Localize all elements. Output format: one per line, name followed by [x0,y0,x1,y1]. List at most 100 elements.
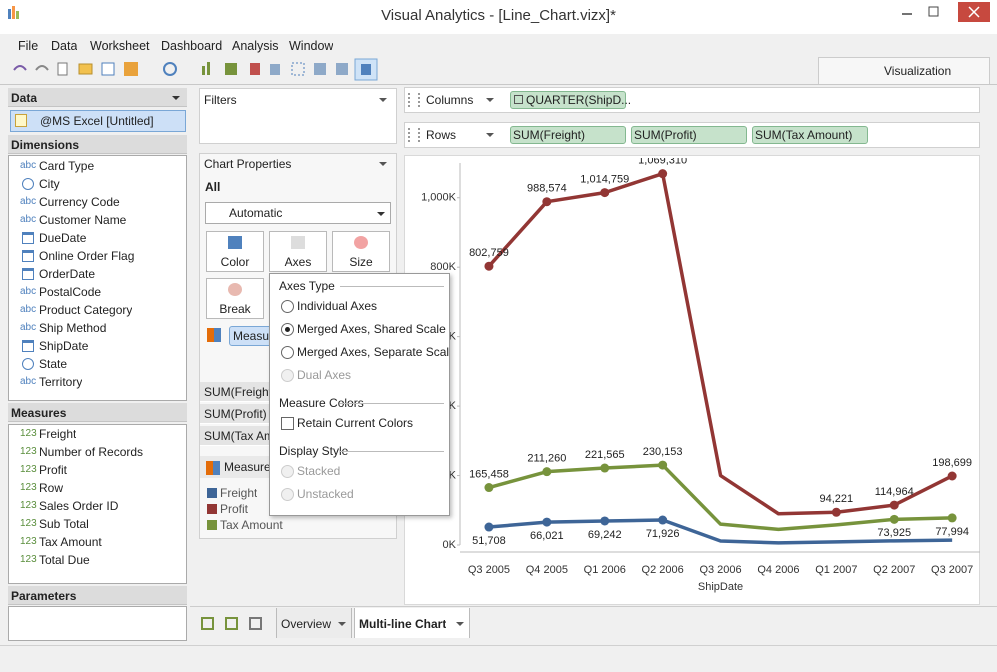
field-name[interactable]: Card Type [39,159,95,173]
data-point [889,500,899,510]
tab-icon[interactable] [249,617,262,630]
radio[interactable] [281,323,294,336]
menu-item[interactable]: Analysis [232,39,279,53]
field-name[interactable]: PostalCode [39,285,102,299]
toolbar-icons[interactable] [13,58,378,81]
field-name[interactable]: Total Due [39,553,90,567]
dimensions-title-bg [8,135,187,154]
radio[interactable] [281,346,294,359]
checkbox-label[interactable]: Retain Current Colors [297,416,414,430]
dimensions-title: Dimensions [11,138,80,152]
radio-label[interactable]: Individual Axes [297,299,378,313]
checkbox[interactable] [281,417,294,430]
field-name[interactable]: Row [39,481,64,495]
y-tick-label: 0K [443,539,457,551]
data-point [542,467,552,477]
property-icon [228,283,242,296]
field-name[interactable]: Territory [39,375,83,389]
window-chrome [0,0,997,81]
tab-icon[interactable] [225,617,238,630]
dropdown-arrow[interactable] [172,96,180,100]
dropdown-arrow[interactable] [377,212,385,216]
radio [281,369,294,382]
field-name[interactable]: Profit [39,463,68,477]
radio-label: Stacked [297,464,341,478]
field-name[interactable]: Tax Amount [39,535,102,549]
mark-type-dropdown[interactable] [205,202,391,224]
rows-pill[interactable] [510,126,626,144]
menu-item[interactable]: Dashboard [161,39,223,53]
field-type: 123 [20,536,37,547]
field-type: abc [20,304,37,315]
x-tick-label: Q3 2007 [931,564,973,576]
field-name[interactable]: ShipDate [39,339,89,353]
rows-pill[interactable] [752,126,868,144]
visualization-tab[interactable] [818,57,990,85]
columns-pill-label: QUARTER(ShipD... [526,93,632,107]
field-name[interactable]: Number of Records [39,445,144,459]
field-name[interactable]: Product Category [39,303,133,317]
field-name[interactable]: Freight [39,427,77,441]
rows-pill-label: SUM(Tax Amount) [755,128,853,142]
legend-title: Measure [224,460,271,474]
field-name[interactable]: DueDate [39,231,87,245]
axes-popup: Axes Type Individual Axes Merged Axes, Sha… [269,273,450,516]
field-name[interactable]: City [39,177,60,191]
property-icon [291,236,305,249]
rows-pill[interactable] [631,126,747,144]
legend-entry: Freight [220,486,258,500]
parameters-title-bg [8,586,187,605]
tab-icon[interactable] [201,617,214,630]
radio-dot [285,327,290,332]
field-name[interactable]: Sub Total [39,517,89,531]
menu-item[interactable]: File [18,39,39,53]
radio-label: Unstacked [297,487,354,501]
menu-item[interactable]: Window [289,39,334,53]
radio[interactable] [281,300,294,313]
measures-list [8,424,187,584]
field-type: abc [20,196,37,207]
dropdown-arrow[interactable] [486,133,494,137]
field-type: abc [20,286,37,297]
field-name[interactable]: Customer Name [39,213,127,227]
dropdown-arrow[interactable] [486,98,494,102]
field-name[interactable]: Online Order Flag [39,249,135,263]
field-name[interactable]: Sales Order ID [39,499,119,513]
columns-grip [408,93,420,107]
radio-label[interactable]: Merged Axes, Shared Scale [297,322,446,336]
data-point [831,507,841,517]
field-name[interactable]: State [39,357,68,371]
rows-pill-label: SUM(Profit) [634,128,697,142]
dropdown-arrow[interactable] [379,98,387,102]
data-label: 77,994 [935,526,969,538]
radio-label: Dual Axes [297,368,352,382]
field-type: 123 [20,500,37,511]
dropdown-arrow[interactable] [338,622,346,626]
menu-item[interactable]: Worksheet [90,39,150,53]
columns-pill[interactable] [510,91,626,109]
field-name[interactable]: OrderDate [39,267,96,281]
x-tick-label: Q1 2007 [815,564,857,576]
source-row[interactable] [10,110,186,132]
dimensions-list [8,155,187,401]
date-icon [22,232,34,244]
radio [281,488,294,501]
series-line [488,518,953,545]
data-label: 51,708 [472,535,506,547]
field-name[interactable]: Ship Method [39,321,107,335]
field-name[interactable]: Currency Code [39,195,120,209]
property-icon [354,236,368,249]
data-label: 66,021 [530,530,564,542]
menu-item[interactable]: Data [51,39,78,53]
section-rule [340,451,444,452]
dropdown-arrow[interactable] [379,162,387,166]
radio-label[interactable]: Merged Axes, Separate Scale [297,345,450,359]
sheet-tab-label: Overview [281,617,332,631]
sheet-tab[interactable] [354,608,470,638]
x-tick-label: Q3 2006 [699,564,741,576]
x-tick-label: Q3 2005 [468,564,510,576]
parameters-title: Parameters [11,589,77,603]
dropdown-arrow[interactable] [456,622,464,626]
